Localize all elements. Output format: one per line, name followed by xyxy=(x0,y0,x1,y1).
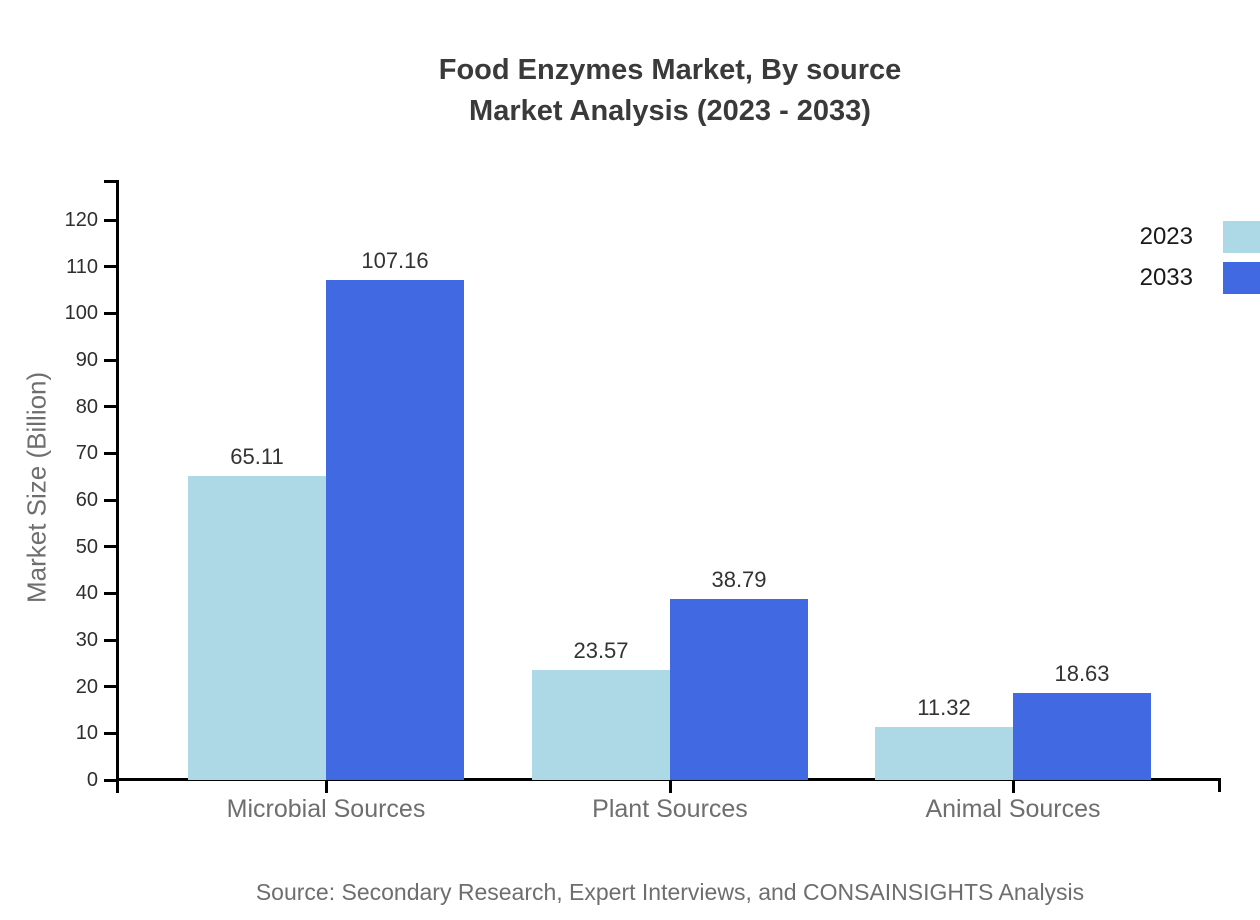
legend-label-2033: 2033 xyxy=(1139,263,1193,291)
x-axis-category-label: Microbial Sources xyxy=(226,795,426,823)
legend-label-2023: 2023 xyxy=(1139,223,1193,250)
y-axis-tick xyxy=(104,451,117,455)
y-axis-tick xyxy=(104,265,117,269)
bar-2023-plant-sources xyxy=(532,670,670,780)
x-axis-tick xyxy=(324,780,328,793)
y-axis-tick-label: 30 xyxy=(75,629,98,651)
x-axis-tick xyxy=(668,780,672,793)
y-axis-tick xyxy=(104,498,117,502)
bar-value-label: 23.57 xyxy=(573,638,629,663)
y-axis-tick-label: 110 xyxy=(66,255,98,278)
y-axis-tick xyxy=(104,218,117,222)
chart-title: Food Enzymes Market, By source Market An… xyxy=(80,50,1260,132)
y-axis-tick-label: 10 xyxy=(75,722,98,745)
bar-2033-animal-sources xyxy=(1013,693,1151,780)
y-axis-tick xyxy=(104,731,117,735)
y-axis-tick xyxy=(104,358,117,362)
y-axis-line xyxy=(116,180,119,793)
y-axis-tick-label: 100 xyxy=(64,302,98,325)
y-axis-tick-label: 70 xyxy=(75,442,98,465)
y-axis-tick xyxy=(104,405,117,409)
y-axis-tick-label: 0 xyxy=(86,769,98,791)
y-axis-tick-label: 50 xyxy=(75,535,98,558)
bar-2033-plant-sources xyxy=(670,598,808,780)
y-axis-tick xyxy=(104,778,117,782)
chart-title-line-2: Market Analysis (2023 - 2033) xyxy=(469,95,871,127)
y-axis-tick xyxy=(104,638,117,642)
y-axis-tick-label: 20 xyxy=(75,675,98,698)
legend-swatch-2023 xyxy=(1223,221,1260,253)
x-axis-category-label: Animal Sources xyxy=(925,795,1101,823)
legend-swatch-2033 xyxy=(1223,261,1260,294)
y-axis-tick xyxy=(104,545,117,549)
chart-title-line-1: Food Enzymes Market, By source xyxy=(438,54,902,86)
y-axis-tick-label: 80 xyxy=(75,395,98,418)
y-axis-tick-label: 120 xyxy=(64,209,98,231)
y-axis-tick xyxy=(104,591,117,595)
bar-value-label: 11.32 xyxy=(917,695,971,721)
bar-value-label: 38.79 xyxy=(711,566,767,592)
y-axis-tick xyxy=(104,685,117,689)
y-axis-tick xyxy=(104,311,117,315)
y-axis-tick-label: 60 xyxy=(75,489,98,511)
bar-value-label: 107.16 xyxy=(361,247,429,273)
bar-2033-microbial-sources xyxy=(326,279,464,780)
y-axis-top-cap-tick xyxy=(104,180,119,183)
y-axis-tick-label: 40 xyxy=(75,582,98,605)
source-note: Source: Secondary Research, Expert Inter… xyxy=(255,879,1085,905)
bar-2023-animal-sources xyxy=(875,727,1013,780)
bar-2023-microbial-sources xyxy=(188,476,326,780)
x-axis-category-label: Plant Sources xyxy=(592,795,748,823)
y-axis-tick-label: 90 xyxy=(75,349,98,371)
x-axis-tick xyxy=(1011,780,1015,793)
x-axis-end-cap-tick xyxy=(1218,778,1221,792)
bar-value-label: 65.11 xyxy=(230,444,284,470)
bar-value-label: 18.63 xyxy=(1054,661,1110,687)
